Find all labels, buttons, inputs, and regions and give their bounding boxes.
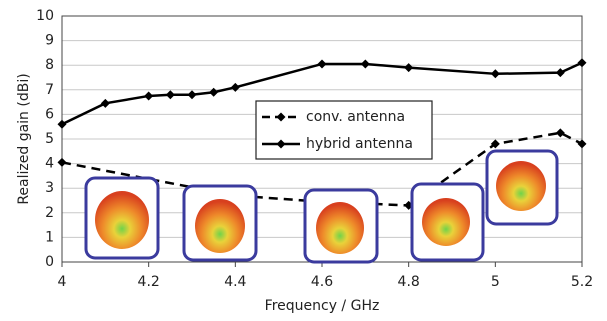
chart: conv. antenna hybrid antenna Realized gai… bbox=[0, 0, 607, 321]
point bbox=[188, 90, 197, 99]
point bbox=[556, 68, 565, 77]
y-tick-label: 1 bbox=[45, 229, 54, 245]
point bbox=[578, 139, 587, 148]
y-tick-label: 7 bbox=[45, 82, 54, 98]
x-tick-label: 4.8 bbox=[398, 274, 420, 290]
y-tick-label: 10 bbox=[36, 8, 54, 24]
x-tick-label: 4.6 bbox=[311, 274, 333, 290]
inset bbox=[184, 186, 256, 260]
inset bbox=[487, 151, 557, 224]
y-tick-label: 0 bbox=[45, 254, 54, 270]
y-tick-label: 9 bbox=[45, 33, 54, 49]
point bbox=[231, 83, 240, 92]
inset bbox=[305, 190, 377, 262]
y-tick-label: 8 bbox=[45, 57, 54, 73]
x-axis-label: Frequency / GHz bbox=[265, 298, 380, 314]
y-tick-label: 4 bbox=[45, 156, 54, 172]
point bbox=[361, 59, 370, 68]
point bbox=[209, 88, 218, 97]
point bbox=[144, 91, 153, 100]
x-tick-label: 4.4 bbox=[224, 274, 246, 290]
point bbox=[491, 69, 500, 78]
x-tick-label: 4.2 bbox=[138, 274, 160, 290]
point bbox=[166, 90, 175, 99]
x-tick-label: 5.2 bbox=[571, 274, 593, 290]
point bbox=[578, 58, 587, 67]
point bbox=[58, 158, 67, 167]
legend-label: conv. antenna bbox=[306, 109, 405, 125]
point bbox=[318, 59, 327, 68]
point bbox=[101, 99, 110, 108]
y-tick-label: 6 bbox=[45, 106, 54, 122]
point bbox=[556, 128, 565, 137]
inset bbox=[412, 184, 483, 260]
inset bbox=[86, 178, 158, 258]
point bbox=[404, 63, 413, 72]
pattern-insets bbox=[86, 151, 557, 262]
y-tick-label: 2 bbox=[45, 205, 54, 221]
y-tick-label: 5 bbox=[45, 131, 54, 147]
x-tick-label: 5 bbox=[491, 274, 500, 290]
point bbox=[58, 120, 67, 129]
legend-label: hybrid antenna bbox=[306, 136, 413, 152]
y-tick-label: 3 bbox=[45, 180, 54, 196]
x-tick-label: 4 bbox=[58, 274, 67, 290]
y-axis-label: Realized gain (dBi) bbox=[16, 73, 32, 204]
